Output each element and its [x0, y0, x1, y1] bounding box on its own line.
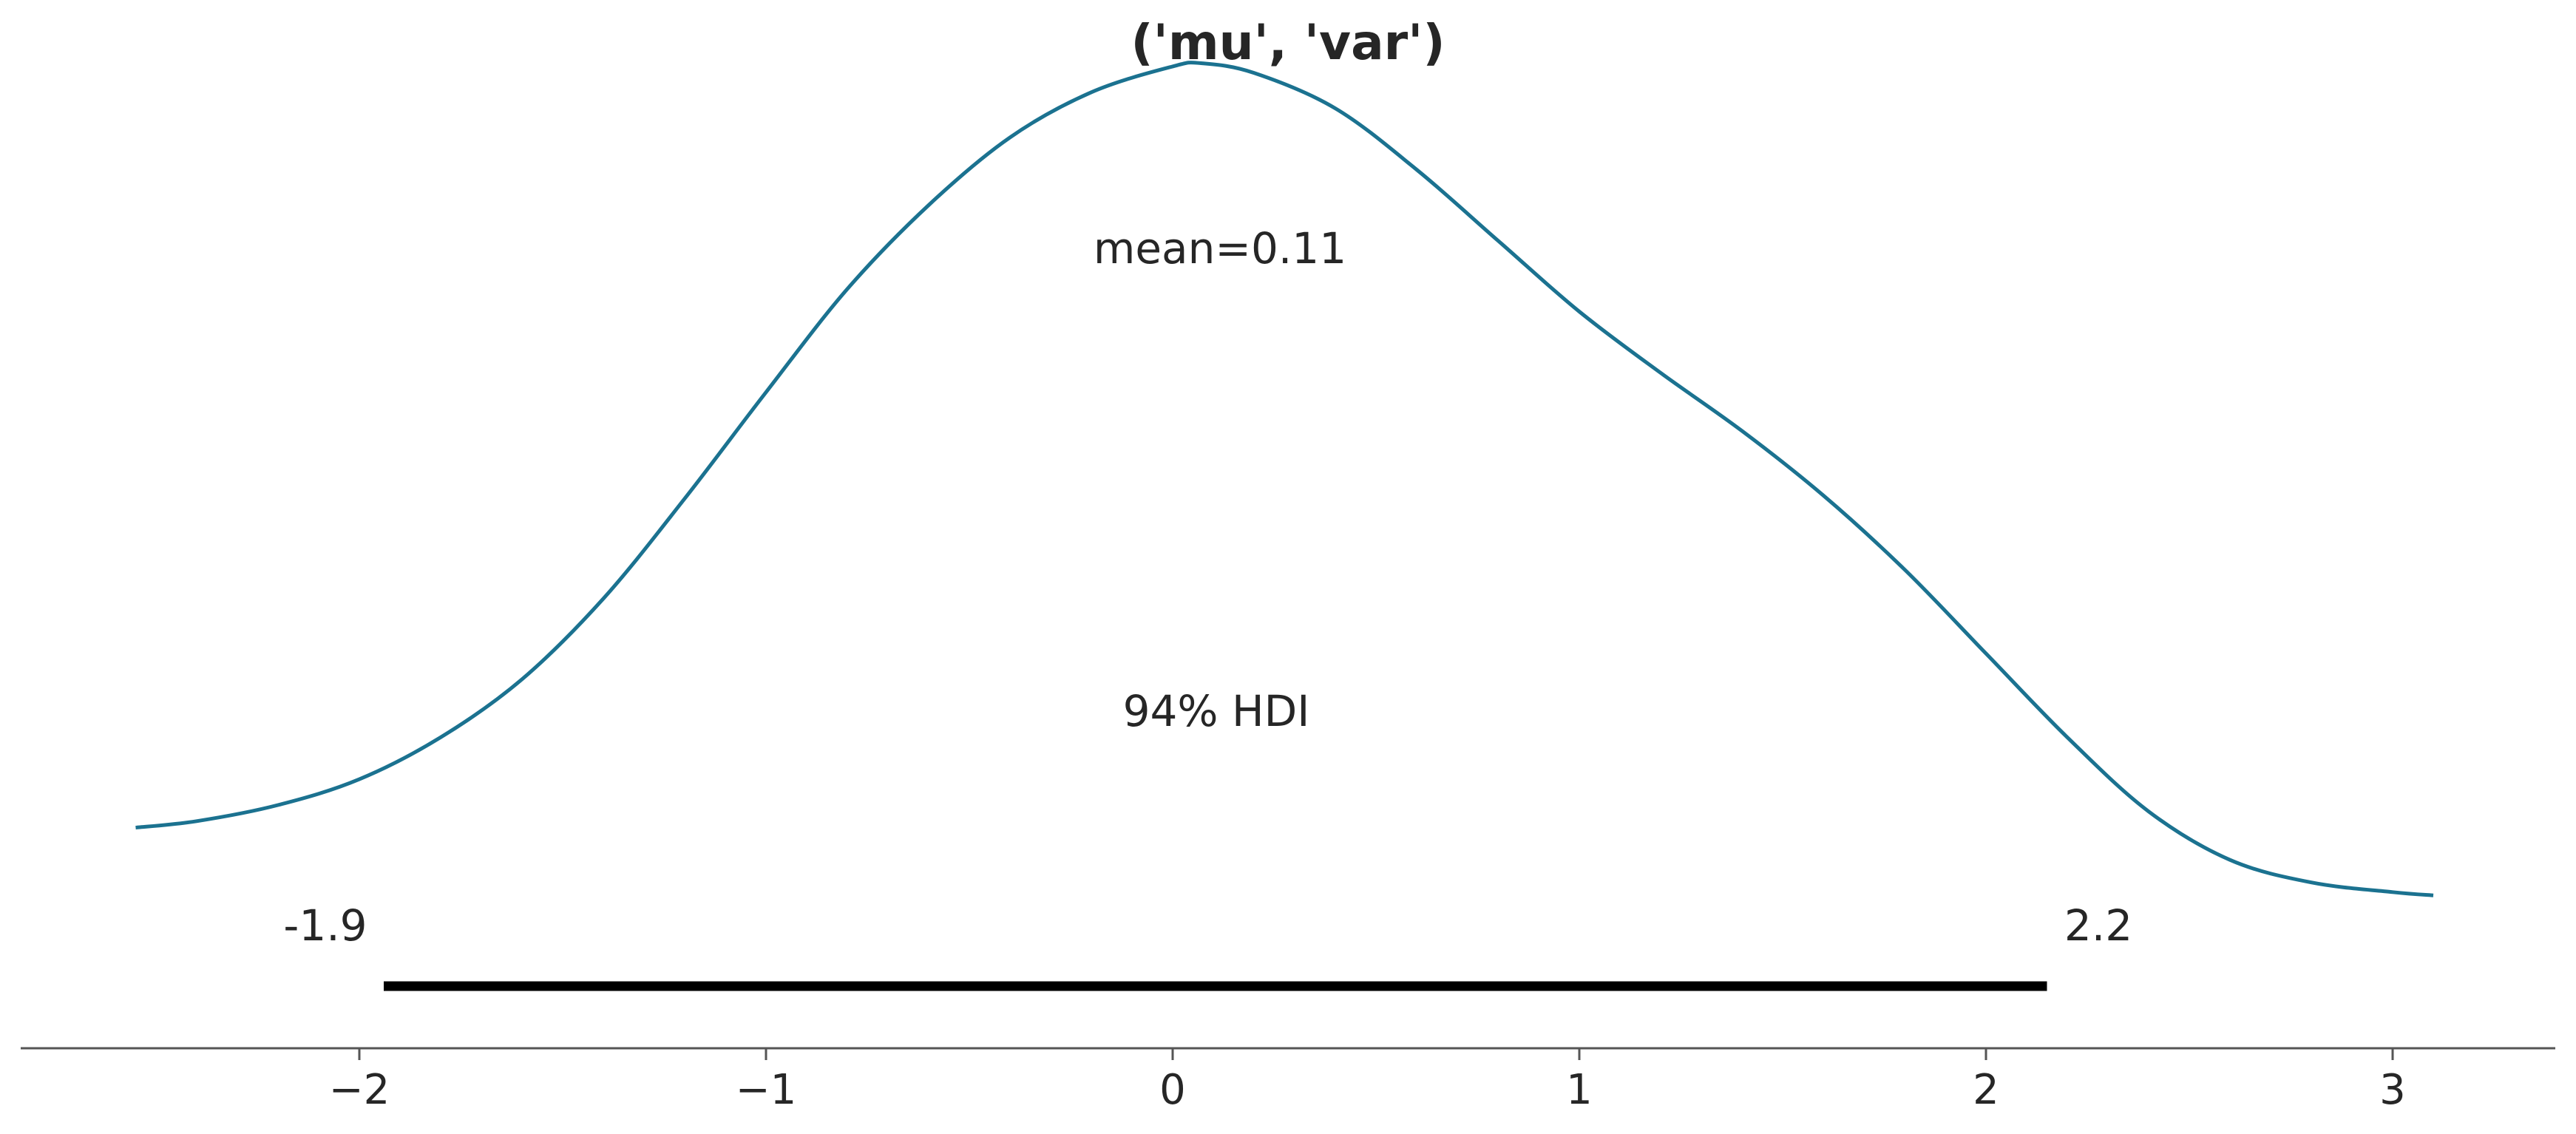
hdi-upper-label: 2.2	[2064, 900, 2132, 951]
x-tick-label: 0	[1159, 1066, 1186, 1114]
x-tick-label: −1	[736, 1066, 797, 1114]
mean-label: mean=0.11	[1094, 223, 1346, 274]
x-tick-label: 2	[1973, 1066, 1999, 1114]
x-tick-label: 3	[2379, 1066, 2406, 1114]
x-tick-label: 1	[1566, 1066, 1593, 1114]
x-axis-ticks: −2 −1 0 1 2 3	[329, 1048, 2406, 1114]
hdi-label: 94% HDI	[1123, 686, 1310, 736]
chart-title: ('mu', 'var')	[1131, 14, 1445, 71]
hdi-lower-label: -1.9	[283, 900, 367, 951]
x-tick-label: −2	[329, 1066, 390, 1114]
plot-area	[135, 61, 2434, 991]
kde-series-line	[135, 61, 2434, 897]
